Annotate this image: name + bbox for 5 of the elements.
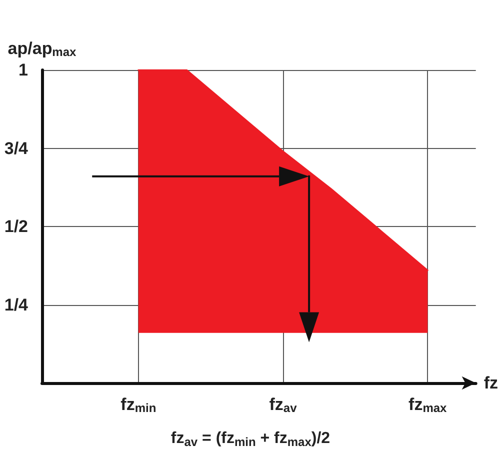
y-tick-label: 1/2 bbox=[4, 217, 28, 236]
x-axis-title: fz bbox=[484, 374, 498, 392]
y-tick-label: 3/4 bbox=[4, 138, 29, 158]
y-tick-label: 1 bbox=[18, 60, 28, 80]
y-tick-label: 1/4 bbox=[4, 295, 29, 314]
